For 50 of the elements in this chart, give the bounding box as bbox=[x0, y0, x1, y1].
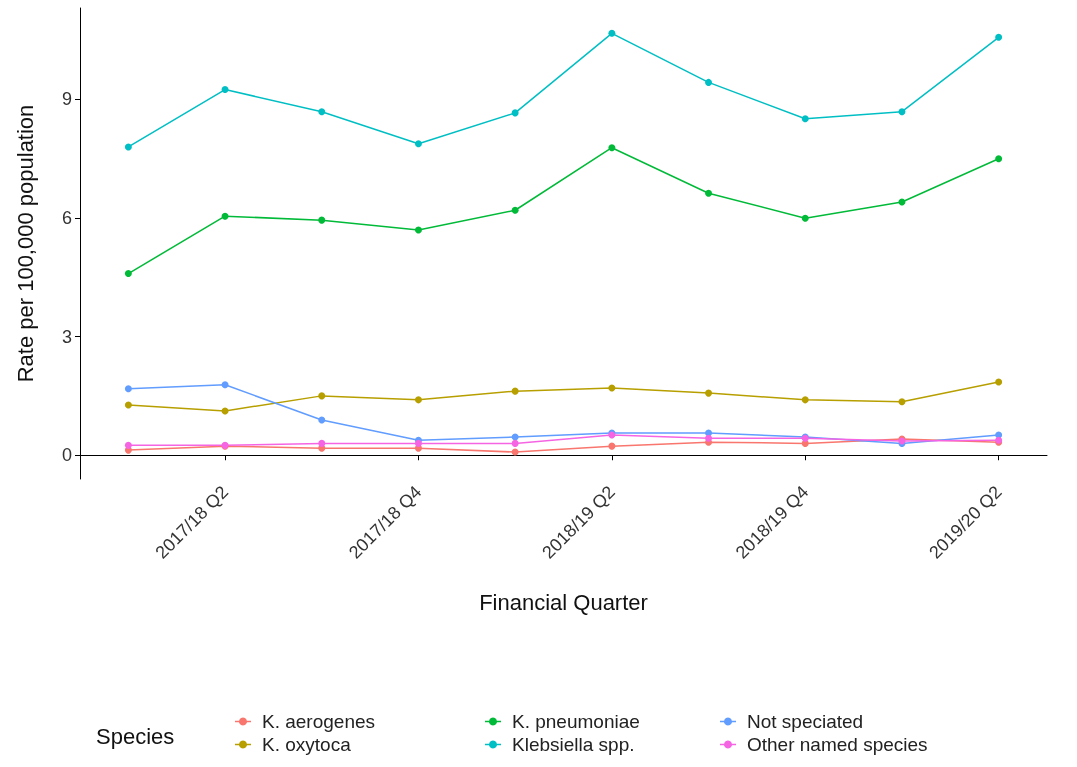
point bbox=[511, 387, 519, 395]
legend-label: K. aerogenes bbox=[262, 711, 376, 732]
legend-label: Klebsiella spp. bbox=[512, 734, 635, 755]
point bbox=[221, 212, 229, 220]
point bbox=[608, 29, 616, 37]
legend-label: Other named species bbox=[747, 734, 928, 755]
point bbox=[705, 389, 713, 397]
point bbox=[801, 115, 809, 123]
point bbox=[318, 108, 326, 116]
point bbox=[124, 270, 132, 278]
point bbox=[608, 442, 616, 450]
point bbox=[705, 78, 713, 86]
point bbox=[995, 155, 1003, 163]
point bbox=[124, 401, 132, 409]
y-tick-label: 3 bbox=[61, 326, 72, 347]
point bbox=[801, 396, 809, 404]
point bbox=[221, 381, 229, 389]
point bbox=[511, 448, 519, 456]
point bbox=[705, 434, 713, 442]
point bbox=[221, 86, 229, 94]
y-tick-label: 0 bbox=[61, 445, 72, 466]
legend-label: K. pneumoniae bbox=[512, 711, 640, 732]
point bbox=[511, 109, 519, 117]
y-tick-label: 6 bbox=[61, 207, 72, 228]
point bbox=[608, 384, 616, 392]
point bbox=[124, 441, 132, 449]
point bbox=[318, 416, 326, 424]
point bbox=[414, 226, 422, 234]
point bbox=[801, 214, 809, 222]
x-axis-title: Financial Quarter bbox=[479, 589, 648, 615]
point bbox=[511, 439, 519, 447]
legend-label: Not speciated bbox=[747, 711, 864, 732]
point bbox=[124, 143, 132, 151]
point bbox=[995, 33, 1003, 41]
point bbox=[414, 396, 422, 404]
point bbox=[511, 206, 519, 214]
legend-title: Species bbox=[96, 723, 175, 749]
legend-label: K. oxytoca bbox=[262, 734, 352, 755]
point bbox=[318, 392, 326, 400]
point bbox=[318, 216, 326, 224]
point bbox=[124, 385, 132, 393]
y-axis-title: Rate per 100,000 population bbox=[12, 104, 38, 383]
y-tick-label: 9 bbox=[61, 89, 72, 110]
point bbox=[608, 144, 616, 152]
point bbox=[995, 378, 1003, 386]
point bbox=[318, 439, 326, 447]
point bbox=[414, 140, 422, 148]
point bbox=[705, 189, 713, 197]
point bbox=[898, 398, 906, 406]
point bbox=[898, 108, 906, 116]
